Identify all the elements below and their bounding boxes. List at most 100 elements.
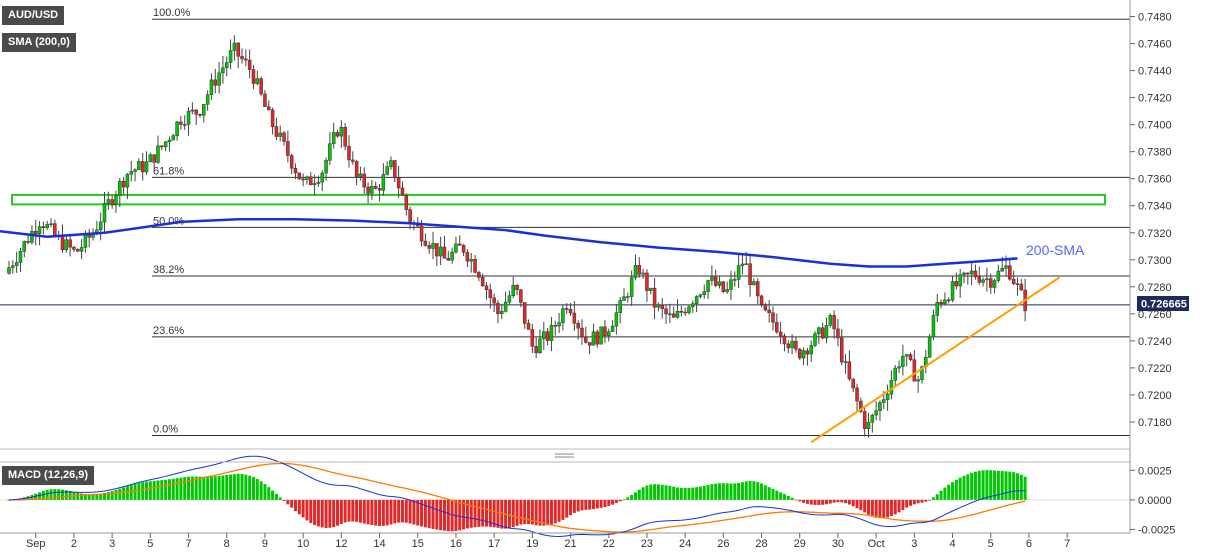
candle-body bbox=[870, 414, 875, 423]
candle-body bbox=[981, 279, 985, 283]
sma-annotation: 200-SMA bbox=[1026, 242, 1085, 258]
candle-body bbox=[167, 139, 172, 143]
candle-body bbox=[591, 331, 596, 346]
axes: 0.7180 0.7200 0.7220 0.7240 0.7260 0.7280 0.73… bbox=[0, 0, 1175, 550]
candle-body bbox=[992, 280, 997, 288]
macd-histogram-bar bbox=[817, 499, 821, 505]
macd-histogram-bar bbox=[549, 499, 553, 525]
macd-histogram-bar bbox=[209, 476, 213, 500]
candle-body bbox=[148, 154, 153, 163]
fib-level-label: 38.2% bbox=[153, 264, 184, 276]
macd-histogram-bar bbox=[481, 499, 485, 527]
resistance-zone bbox=[11, 193, 1106, 206]
candle-body bbox=[465, 251, 470, 262]
candle-body bbox=[354, 161, 359, 177]
macd-histogram-bar bbox=[183, 477, 187, 500]
candle-body bbox=[64, 239, 69, 251]
macd-histogram-bar bbox=[744, 481, 748, 500]
macd-histogram-bar bbox=[519, 499, 523, 525]
candle-body bbox=[962, 272, 966, 275]
macd-histogram-bar bbox=[316, 499, 320, 527]
y-tick-label: 0.7380 bbox=[1138, 147, 1172, 159]
panel-resize-handle[interactable] bbox=[555, 453, 574, 458]
candle-body bbox=[33, 230, 38, 234]
candle-body bbox=[679, 310, 684, 313]
candle-body bbox=[897, 366, 901, 369]
macd-histogram-bar bbox=[187, 476, 191, 500]
macd-histogram-bar bbox=[668, 485, 672, 500]
macd-histogram-bar bbox=[645, 485, 649, 500]
candle-body bbox=[584, 336, 588, 343]
candle-body bbox=[958, 274, 962, 287]
macd-histogram-bar bbox=[477, 499, 481, 527]
macd-histogram-bar bbox=[993, 470, 997, 500]
macd-histogram-bar bbox=[824, 499, 828, 505]
macd-histogram-bar bbox=[229, 474, 233, 500]
x-tick-label: 19 bbox=[526, 538, 538, 550]
candle-body bbox=[668, 313, 672, 316]
candle-body bbox=[759, 295, 764, 305]
macd-histogram-bar bbox=[152, 480, 156, 500]
macd-histogram-bar bbox=[867, 499, 870, 515]
macd-histogram-bar bbox=[366, 499, 370, 525]
candle-body bbox=[83, 234, 88, 248]
candle-body bbox=[603, 326, 607, 336]
candle-body bbox=[366, 186, 370, 194]
candle-body bbox=[331, 132, 336, 144]
x-tick-label: 7 bbox=[185, 538, 191, 550]
macd-histogram-bar bbox=[156, 480, 160, 500]
macd-histogram-bar bbox=[962, 475, 966, 500]
candle-body bbox=[133, 169, 137, 172]
macd-histogram-bar bbox=[779, 492, 783, 500]
macd-histogram-bar bbox=[588, 499, 592, 510]
candle-body bbox=[683, 311, 687, 314]
macd-histogram-bar bbox=[996, 470, 1000, 500]
candle-body bbox=[217, 72, 221, 86]
candle-body bbox=[820, 327, 825, 339]
macd-histogram-bar bbox=[397, 499, 401, 523]
macd-histogram-bar bbox=[255, 478, 259, 500]
resistance-zone-box bbox=[11, 193, 1106, 206]
macd-histogram-bar bbox=[381, 499, 385, 526]
macd-histogram-bar bbox=[752, 481, 756, 500]
macd-histogram-bar bbox=[931, 497, 935, 500]
candle-body bbox=[458, 243, 462, 246]
macd-histogram-bar bbox=[802, 499, 806, 503]
macd-histogram-bar bbox=[591, 499, 595, 510]
macd-histogram-bar bbox=[473, 499, 477, 528]
fib-level-label: 23.6% bbox=[153, 325, 184, 337]
macd-histogram-bar bbox=[863, 499, 867, 513]
macd-histogram-bar bbox=[194, 476, 198, 500]
candle-body bbox=[595, 331, 600, 345]
candle-body bbox=[645, 272, 649, 291]
macd-histogram-bar bbox=[710, 484, 714, 500]
candle-body bbox=[324, 160, 328, 174]
candle-body bbox=[385, 166, 389, 175]
y-tick-label: 0.7320 bbox=[1138, 228, 1172, 240]
y-tick-label: 0.7400 bbox=[1138, 120, 1172, 132]
candle-body bbox=[511, 284, 515, 296]
candle-body bbox=[801, 350, 806, 359]
candle-body bbox=[1011, 278, 1016, 284]
candle-body bbox=[30, 230, 34, 243]
macd-histogram-bar bbox=[259, 481, 263, 500]
macd-histogram-bar bbox=[301, 499, 305, 518]
macd-histogram-bar bbox=[442, 499, 446, 531]
candle-body bbox=[557, 322, 561, 327]
x-tick-label: 21 bbox=[564, 538, 576, 550]
candle-body bbox=[885, 393, 890, 400]
macd-histogram-bar bbox=[553, 499, 557, 524]
candle-body bbox=[11, 265, 15, 268]
candle-body bbox=[534, 346, 538, 354]
macd-histogram-bar bbox=[492, 499, 496, 528]
macd-histogram-bar bbox=[569, 499, 573, 516]
candle-body bbox=[694, 296, 699, 304]
sma-indicator-label: SMA (200,0) bbox=[2, 33, 76, 52]
candle-body bbox=[530, 329, 535, 347]
candle-body bbox=[931, 315, 936, 338]
macd-histogram-bar bbox=[878, 499, 882, 519]
candle-body bbox=[301, 178, 305, 181]
macd-histogram-bar bbox=[912, 499, 916, 505]
macd-histogram-bar bbox=[76, 492, 80, 500]
macd-histogram-bar bbox=[171, 478, 175, 500]
